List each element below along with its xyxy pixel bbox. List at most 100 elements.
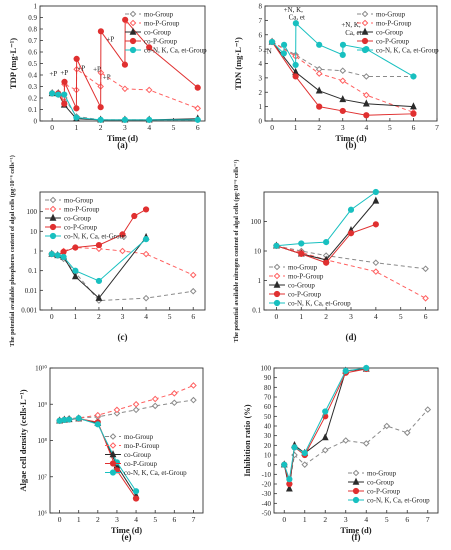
- y-tick-label: 3: [259, 74, 263, 82]
- x-tick-label: 5: [399, 312, 403, 321]
- y-tick-label: 0: [268, 461, 272, 469]
- data-point: [72, 244, 79, 251]
- y-tick-label: 100: [251, 218, 262, 226]
- x-tick-label: 1: [299, 312, 303, 321]
- y-tick-label: 100: [27, 208, 38, 216]
- y-tick-label: 0.7: [28, 37, 37, 45]
- y-tick-label: -30: [262, 490, 272, 498]
- legend-marker: [361, 37, 369, 45]
- y-tick-label: 80: [264, 384, 272, 392]
- x-tick-label: 1: [77, 515, 81, 524]
- x-tick-label: 1: [73, 312, 77, 321]
- annotation-label: Ca, et: [345, 29, 361, 37]
- data-point: [48, 250, 55, 258]
- data-point: [132, 488, 140, 495]
- x-tick-label: 5: [172, 123, 176, 132]
- data-point: [281, 461, 288, 468]
- annotation-label: +N, K,: [341, 21, 361, 29]
- y-tick-label: 0.2: [28, 95, 37, 103]
- chart-panel-5: 0 1 2 3 4 5 6 7 10⁶ 10⁷ 10⁸ 10⁹ 10¹⁰ Time (d) Algae ce…: [18, 365, 204, 542]
- legend-marker: [129, 19, 137, 27]
- y-tick-label: 10⁹: [38, 401, 48, 409]
- y-tick-label: -40: [262, 500, 272, 508]
- y-axis-title: Algae cell density (cells·L⁻¹): [18, 389, 28, 491]
- y-tick-label: 10⁷: [38, 473, 48, 481]
- x-tick-label: 0: [58, 515, 62, 524]
- data-point: [72, 267, 79, 274]
- legend: mo-Groupmo-P-Groupco-Groupco-P-Groupco-N…: [357, 11, 439, 55]
- y-tick-label: 0.8: [28, 26, 37, 34]
- data-point: [323, 239, 330, 246]
- data-point: [194, 116, 201, 123]
- data-point: [61, 78, 68, 86]
- x-tick-label: 3: [344, 515, 348, 524]
- y-axis-title: The potential available phosphorus conte…: [9, 155, 16, 347]
- series-moP: [48, 65, 202, 112]
- data-point: [403, 429, 411, 437]
- data-point: [315, 86, 323, 94]
- series-line: [271, 41, 414, 108]
- y-tick-label: 6: [259, 31, 263, 39]
- data-point: [194, 84, 201, 91]
- annotation-label: +P: [60, 69, 68, 77]
- legend-label: co-N, K, Ca, et-Group: [288, 300, 351, 308]
- series-coN: [273, 188, 379, 249]
- x-tick-label: 4: [147, 123, 151, 132]
- y-tick-label: 30: [264, 432, 272, 440]
- panel-label: (a): [117, 140, 128, 150]
- data-point: [291, 444, 298, 451]
- data-point: [339, 41, 347, 48]
- y-tick-label: 90: [264, 374, 272, 382]
- x-tick-label: 7: [426, 515, 430, 524]
- data-point: [339, 107, 346, 115]
- data-point: [316, 41, 323, 48]
- legend-label: co-N, K, Ca, et-Group: [376, 47, 439, 55]
- data-point: [49, 90, 56, 97]
- chart-panel-1: 0 1 2 3 4 5 6 0 0.1 0.2 0.3 0.4 0.5 0.6 0.7 0.8 0.9 1 Time…: [8, 3, 207, 151]
- data-point: [298, 250, 305, 257]
- data-point: [273, 242, 280, 249]
- legend-marker: [109, 433, 117, 440]
- y-tick-label: 7: [259, 17, 263, 25]
- legend: mo-Groupmo-P-Groupco-Groupco-P-Groupco-N…: [269, 264, 351, 308]
- series-line: [283, 368, 367, 485]
- x-tick-label: 0: [270, 123, 274, 132]
- data-point: [410, 73, 417, 80]
- panel-label: (d): [346, 332, 357, 342]
- data-point: [75, 415, 82, 422]
- y-tick-label: 10: [264, 452, 272, 460]
- data-point: [285, 484, 293, 492]
- y-axis-title: TDN (mg·L⁻¹): [233, 37, 243, 90]
- data-point: [363, 364, 370, 372]
- panel-label: (b): [346, 140, 357, 150]
- data-point: [280, 50, 287, 57]
- data-point: [339, 95, 347, 103]
- data-point: [422, 294, 429, 302]
- legend-marker: [129, 46, 137, 54]
- y-tick-label: 20: [264, 442, 272, 450]
- legend-marker: [49, 205, 57, 213]
- plot-frame: [273, 367, 439, 514]
- annotation-label: +N, K,: [284, 6, 304, 14]
- legend-label: co-P-Group: [144, 38, 178, 46]
- series-line: [271, 22, 414, 77]
- data-point: [189, 287, 197, 295]
- series-coN: [268, 20, 417, 80]
- legend-marker: [109, 442, 117, 449]
- legend-marker: [273, 290, 281, 298]
- y-tick-label: -10: [262, 471, 272, 479]
- legend-label: co-P-Group: [64, 224, 98, 232]
- data-point: [372, 221, 379, 228]
- series-coN: [48, 236, 150, 285]
- annotation-label: +P: [77, 64, 85, 72]
- legend-label: co-P-Group: [288, 291, 322, 299]
- data-point: [146, 44, 153, 51]
- data-point: [151, 402, 159, 410]
- x-tick-label: 3: [349, 312, 353, 321]
- legend-label: mo-P-Group: [288, 273, 324, 281]
- data-point: [342, 367, 349, 374]
- legend-label: co-Group: [64, 215, 91, 223]
- y-tick-label: 0.1: [252, 307, 261, 315]
- data-point: [142, 236, 150, 243]
